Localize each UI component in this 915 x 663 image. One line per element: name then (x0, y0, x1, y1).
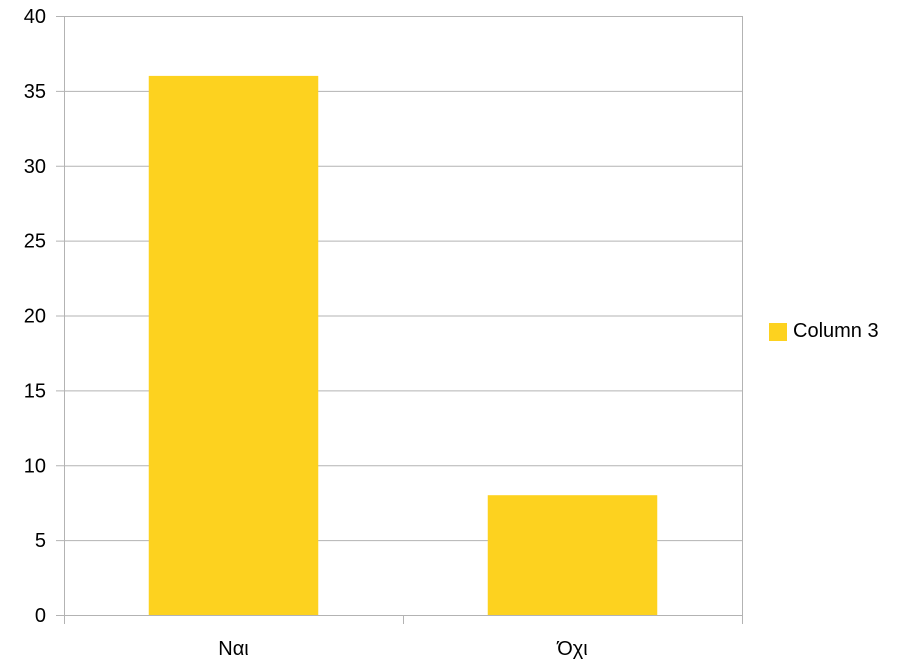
bar-1 (487, 495, 658, 615)
y-tick-label-15: 15 (24, 380, 46, 402)
legend-swatch-column-3 (769, 322, 787, 341)
legend-label-column-3: Column 3 (793, 320, 879, 342)
y-tick-label-40: 40 (24, 6, 46, 28)
x-tick-label-0: Ναι (218, 638, 248, 660)
y-tick-label-20: 20 (24, 306, 46, 328)
x-tick-label-1: Όχι (556, 638, 587, 660)
legend: Column 3 (769, 320, 879, 343)
y-tick-label-25: 25 (24, 231, 46, 253)
y-tick-label-0: 0 (35, 605, 46, 627)
bar-0 (148, 75, 319, 615)
y-tick-label-10: 10 (24, 455, 46, 477)
y-tick-label-5: 5 (35, 530, 46, 552)
y-tick-label-30: 30 (24, 156, 46, 178)
y-tick-label-35: 35 (24, 81, 46, 103)
